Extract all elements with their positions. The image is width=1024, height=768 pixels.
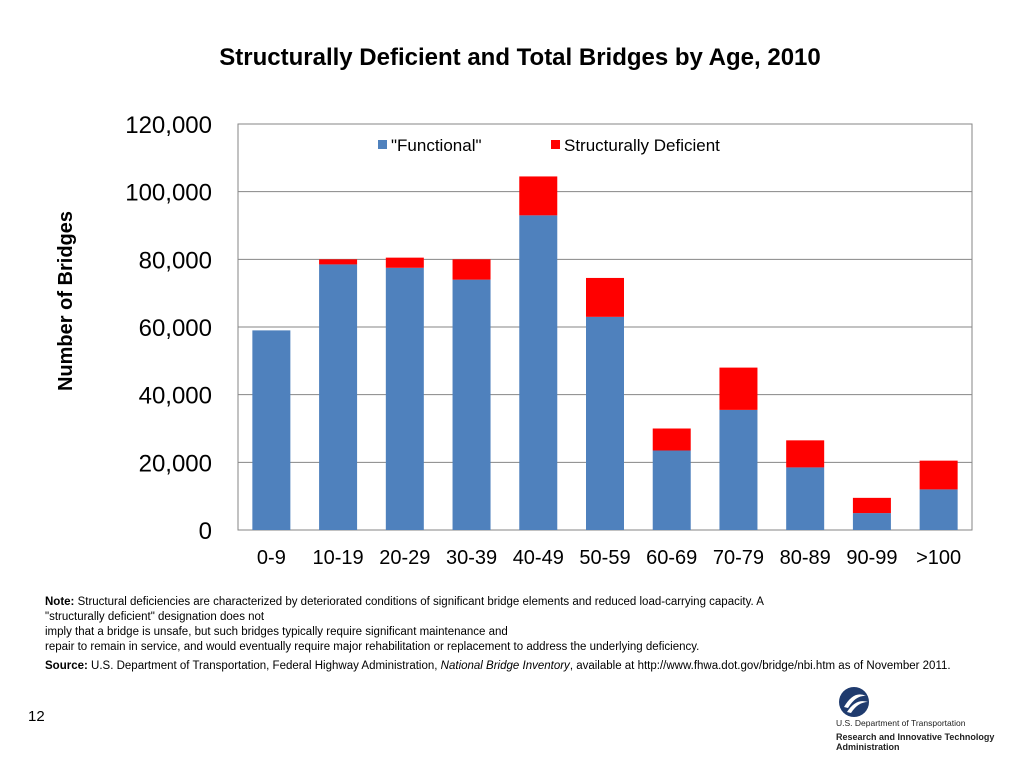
y-tick-label: 20,000 xyxy=(139,450,212,477)
legend-label: Structurally Deficient xyxy=(564,136,720,155)
page-number: 12 xyxy=(28,708,45,725)
logo-department: U.S. Department of Transportation xyxy=(836,718,966,728)
bar-structurally-deficient xyxy=(319,259,358,265)
x-tick-label: 70-79 xyxy=(713,547,764,569)
y-tick-label: 80,000 xyxy=(139,247,212,274)
x-tick-label: >100 xyxy=(916,547,961,569)
bar-structurally-deficient xyxy=(452,259,491,280)
legend-swatch xyxy=(378,140,387,149)
y-tick-label: 120,000 xyxy=(125,112,212,139)
note-line-2: "structurally deficient" designation doe… xyxy=(45,611,265,623)
x-tick-label: 30-39 xyxy=(446,547,497,569)
bar-structurally-deficient xyxy=(519,176,558,216)
bar-functional xyxy=(719,409,758,530)
note-label: Note: xyxy=(45,596,75,608)
chart-title: Structurally Deficient and Total Bridges… xyxy=(219,44,821,71)
bar-structurally-deficient xyxy=(586,277,624,317)
bar-chart: 0 20,000 40,000 60,000 80,000 100,000 120,000 N… xyxy=(55,112,973,569)
bar-structurally-deficient xyxy=(786,440,825,468)
source-label: Source: xyxy=(45,660,88,672)
x-tick-label: 0-9 xyxy=(257,547,286,569)
source-title: National Bridge Inventory xyxy=(440,660,570,672)
y-tick-label: 60,000 xyxy=(139,315,212,342)
bar-functional xyxy=(919,489,958,530)
source-text: U.S. Department of Transportation, Feder… xyxy=(91,660,441,672)
logo-agency: Research and Innovative Technology Admin… xyxy=(836,732,995,752)
usdot-logo-icon xyxy=(839,687,869,717)
x-tick-label: 80-89 xyxy=(780,547,831,569)
x-tick-label: 10-19 xyxy=(313,547,364,569)
bar-functional xyxy=(452,279,491,530)
bar-functional xyxy=(586,316,624,530)
y-tick-label: 40,000 xyxy=(139,383,212,410)
usdot-logo: U.S. Department of Transportation Resear… xyxy=(836,686,1016,766)
x-tick-label: 90-99 xyxy=(846,547,897,569)
bar-functional xyxy=(652,450,691,530)
bar-structurally-deficient xyxy=(652,428,691,451)
legend-swatch xyxy=(551,140,560,149)
y-tick-label: 100,000 xyxy=(125,180,212,207)
bar-structurally-deficient xyxy=(852,497,891,514)
x-tick-label: 60-69 xyxy=(646,547,697,569)
note-paragraph: Note: Structural deficiencies are charac… xyxy=(45,595,975,655)
y-axis-label: Number of Bridges xyxy=(55,211,77,391)
source-paragraph: Source: U.S. Department of Transportatio… xyxy=(45,659,975,674)
bar-functional xyxy=(852,513,891,530)
notes-block: Note: Structural deficiencies are charac… xyxy=(45,595,975,678)
x-tick-label: 20-29 xyxy=(379,547,430,569)
bar-structurally-deficient xyxy=(719,367,758,410)
bar-structurally-deficient xyxy=(385,257,424,268)
x-tick-label: 40-49 xyxy=(513,547,564,569)
bar-structurally-deficient xyxy=(919,460,958,490)
note-line-1: Structural deficiencies are characterize… xyxy=(77,596,764,608)
bar-functional xyxy=(252,330,291,530)
y-tick-label: 0 xyxy=(199,518,212,545)
note-line-3: imply that a bridge is unsafe, but such … xyxy=(45,626,508,638)
x-tick-label: 50-59 xyxy=(579,547,630,569)
source-text-end: , available at http://www.fhwa.dot.gov/b… xyxy=(569,660,951,672)
bar-functional xyxy=(385,267,424,530)
bar-functional xyxy=(519,215,558,530)
bar-functional xyxy=(319,264,358,530)
legend-label: "Functional" xyxy=(391,136,482,155)
bar-functional xyxy=(786,467,825,530)
note-line-4: repair to remain in service, and would e… xyxy=(45,641,700,653)
